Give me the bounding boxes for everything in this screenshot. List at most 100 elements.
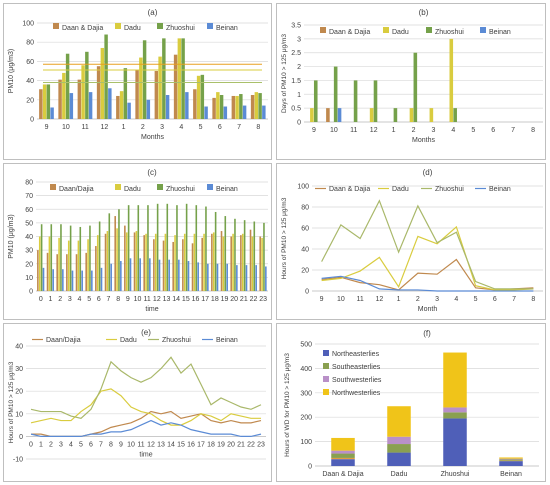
y-tick-label: 500	[300, 342, 312, 349]
bar-a	[200, 74, 205, 119]
series-line	[31, 410, 262, 438]
chart-panel-a: 0 20 40 60 80 100 (a) PM10 (μg/m3) 9 10 11 12 1 2 3 4 5 6…	[3, 3, 272, 160]
x-tick-label: 2	[141, 124, 145, 131]
bar-c	[154, 233, 157, 291]
y-axis-label: Days of PM10 > 125 μg/m3	[281, 34, 288, 113]
bar-c	[168, 259, 170, 291]
bar-c	[75, 254, 78, 291]
chart-svg-d: 0 20 40 60 80 100 (d) Hours of PM10 > 125 μg/m3…	[281, 168, 543, 313]
y-tick-label: 40	[301, 247, 309, 254]
bar-c	[145, 233, 147, 291]
legend-label: Daan/Dajia	[46, 337, 81, 344]
bar-c	[95, 246, 97, 291]
bar-c	[185, 203, 188, 291]
x-tick-label: 8	[116, 296, 120, 303]
bar-c	[253, 221, 256, 291]
bar-a	[88, 92, 93, 119]
chart-svg-f: 0 100 200 300 400 500 (f) Hours of WD for PM10 …	[284, 329, 539, 478]
bar-c	[234, 218, 236, 291]
chart-title: (d)	[423, 168, 433, 177]
x-tick-label: 0	[39, 296, 43, 303]
stacked-bar-segment	[387, 444, 411, 453]
x-tick-label: 6	[97, 296, 101, 303]
x-tick-label: 14	[167, 441, 175, 448]
bar-c	[46, 252, 49, 291]
legend-swatch	[320, 27, 326, 33]
x-tick-label: 19	[221, 296, 229, 303]
legend-swatch	[157, 184, 163, 190]
bar-c	[220, 231, 223, 291]
bar-b	[413, 52, 418, 122]
chart-panel-e: -10 0 10 20 30 40 (e) Hours of PM10 > 125 μg/m3…	[3, 323, 272, 482]
x-tick-label: 22	[250, 296, 258, 303]
bar-c	[69, 225, 72, 291]
bar-c	[108, 213, 111, 291]
series-line	[321, 199, 534, 290]
bar-c	[118, 209, 120, 291]
x-tick-label: 11	[144, 296, 151, 303]
x-tick-label: 2	[58, 296, 62, 303]
bar-c	[193, 233, 196, 291]
x-tick-label: 8	[109, 441, 113, 448]
y-axis-label: Hours of PM10 > 125 μg/m3	[8, 361, 15, 443]
bar-c	[62, 269, 64, 291]
y-tick-label: 80	[301, 205, 309, 212]
x-tick-label: 7	[237, 124, 241, 131]
bar-a	[154, 71, 159, 119]
bar-c	[240, 235, 242, 291]
legend-swatch	[480, 27, 486, 33]
bar-c	[67, 240, 70, 291]
bar-a	[96, 66, 101, 119]
stacked-bar-segment	[331, 459, 355, 466]
y-tick-label: 0	[30, 117, 34, 124]
bar-c	[96, 235, 99, 291]
bar-a	[212, 97, 216, 119]
x-tick-label: 22	[247, 441, 255, 448]
x-tick-label: 7	[511, 127, 515, 134]
legend-swatch	[157, 23, 163, 29]
legend-label: Dadu	[124, 25, 141, 32]
x-tick-label: 11	[81, 124, 88, 131]
x-tick-label: 2	[49, 441, 53, 448]
legend-swatch	[323, 376, 329, 382]
x-tick-label: 5	[199, 124, 203, 131]
bar-c	[77, 240, 80, 291]
x-axis-label: Month	[418, 306, 438, 313]
legend-swatch	[115, 184, 121, 190]
x-tick-label: 21	[240, 296, 248, 303]
bar-a	[158, 56, 162, 119]
bar-c	[104, 233, 107, 291]
legend-label: Beinan	[216, 25, 238, 32]
x-axis-label: time	[139, 451, 152, 458]
y-axis-label: PM10 (μg/m3)	[8, 49, 15, 94]
bar-b	[310, 108, 314, 122]
x-tick-label: 3	[59, 441, 63, 448]
bar-c	[201, 237, 203, 291]
chart-panel-d: 0 20 40 60 80 100 (d) Hours of PM10 > 125 μg/m3…	[276, 163, 546, 320]
bar-c	[48, 236, 51, 291]
bar-c	[124, 225, 126, 291]
x-tick-label: 9	[119, 441, 123, 448]
x-tick-label: 3	[68, 296, 72, 303]
bar-a	[65, 53, 70, 119]
series-line	[321, 258, 534, 291]
x-axis-label: Months	[141, 134, 164, 141]
bar-c	[166, 203, 169, 291]
bar-a	[81, 65, 85, 119]
bar-a	[173, 54, 178, 119]
x-tick-label: 9	[126, 296, 130, 303]
bar-c	[203, 233, 205, 291]
y-tick-label: 100	[22, 21, 34, 28]
x-tick-label: 2	[412, 127, 416, 134]
bar-a	[196, 75, 201, 119]
bar-c	[81, 270, 83, 291]
chart-title: (a)	[148, 8, 158, 17]
bar-a	[46, 84, 51, 119]
bar-c	[207, 263, 209, 291]
x-tick-label: 3	[160, 124, 164, 131]
series-line	[321, 225, 534, 291]
x-tick-label: Daan & Dajia	[322, 471, 363, 478]
legend-label: Zhuoshui	[435, 186, 464, 193]
